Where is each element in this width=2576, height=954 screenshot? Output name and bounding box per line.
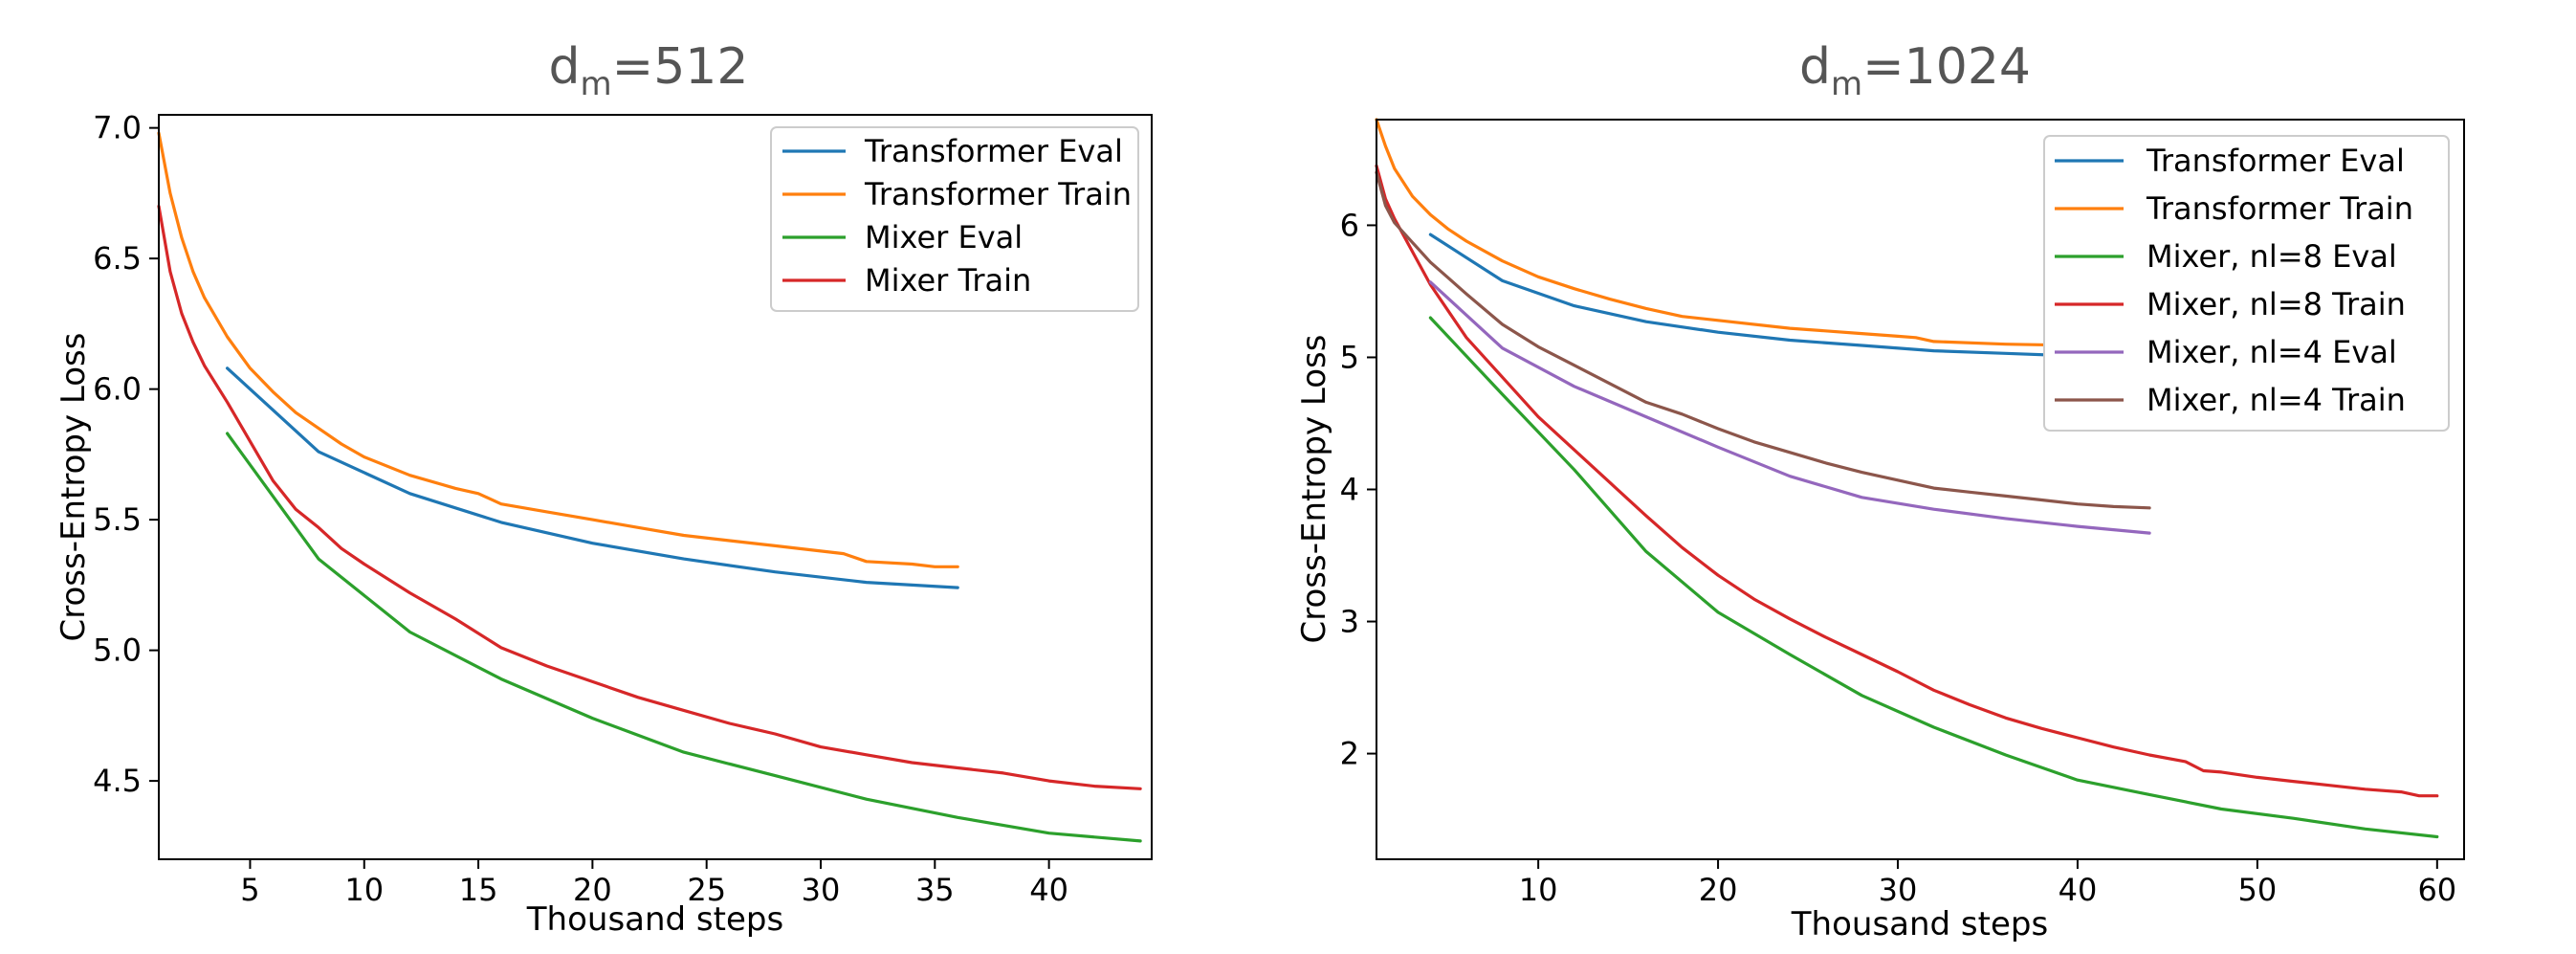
plot-area-frame [158, 114, 1153, 860]
legend-label-mixer-train: Mixer Train [865, 262, 1031, 299]
series-line-transformer-train [157, 131, 959, 568]
series-line-mixer-nl-4-train [1375, 170, 2151, 510]
legend: Transformer Eval Transformer Train Mixer, … [2043, 135, 2450, 432]
legend-label-transformer-eval: Transformer Eval [864, 133, 1123, 169]
legend: Transformer Eval Transformer Train Mixer E… [770, 126, 1139, 312]
y-axis-label: Cross-Entropy Loss [1295, 335, 1333, 644]
x-axis-label: Thousand steps [1791, 905, 2048, 943]
series-line-mixer-nl-8-train [1375, 164, 2439, 798]
x-tick-label: 15 [459, 872, 498, 908]
axis-ticks: 10 20 30 40 50 60 2 3 4 5 6 [1340, 207, 2457, 908]
x-tick-label: 10 [1519, 872, 1558, 908]
series-line-transformer-train [1375, 118, 2151, 348]
series-line-transformer-eval [226, 366, 959, 589]
y-tick-label: 5 [1340, 339, 1359, 375]
chart-panel-dm512: dm=512 5 10 15 20 25 30 35 40 4.5 5.0 5.5 6.0 6.5 7.0… [55, 38, 1153, 939]
series-line-mixer-train [157, 204, 1142, 790]
y-tick-label: 3 [1340, 604, 1359, 640]
series-line-mixer-eval [226, 432, 1142, 843]
y-axis-label: Cross-Entropy Loss [55, 333, 93, 642]
y-tick-label: 4.5 [93, 763, 142, 799]
y-tick-label: 6 [1340, 207, 1359, 243]
chart-title: dm=1024 [1799, 38, 2031, 103]
y-tick-label: 5.5 [93, 501, 142, 538]
y-tick-label: 2 [1340, 736, 1359, 772]
x-tick-label: 5 [240, 872, 259, 908]
x-tick-label: 30 [1879, 872, 1918, 908]
plot-area-frame [1376, 119, 2465, 860]
x-tick-label: 30 [802, 872, 841, 908]
legend-label-mixer-eval: Mixer Eval [865, 219, 1023, 255]
y-tick-label: 5.0 [93, 632, 142, 669]
x-tick-label: 40 [2059, 872, 2098, 908]
series-line-mixer-nl-4-eval [1428, 280, 2151, 535]
chart-panel-dm1024: dm=1024 10 20 30 40 50 60 2 3 4 5 6 Thousand steps… [1295, 38, 2465, 943]
x-tick-label: 35 [915, 872, 955, 908]
x-tick-label: 20 [573, 872, 612, 908]
legend-label-transformer-train: Transformer Train [2146, 190, 2413, 227]
legend-box [2043, 135, 2450, 432]
series-lines [1375, 118, 2439, 839]
series-lines [157, 131, 1142, 843]
x-tick-label: 10 [344, 872, 384, 908]
y-tick-label: 6.0 [93, 371, 142, 408]
x-tick-label: 60 [2417, 872, 2456, 908]
x-tick-label: 50 [2238, 872, 2278, 908]
x-tick-label: 40 [1029, 872, 1068, 908]
x-tick-label: 20 [1699, 872, 1738, 908]
legend-label-mixer-nl-4-eval: Mixer, nl=4 Eval [2147, 334, 2397, 370]
series-line-mixer-nl-8-eval [1428, 316, 2439, 839]
y-tick-label: 4 [1340, 472, 1359, 508]
axis-ticks: 5 10 15 20 25 30 35 40 4.5 5.0 5.5 6.0 6.5 7.0 [93, 110, 1068, 908]
legend-label-mixer-nl-8-train: Mixer, nl=8 Train [2147, 286, 2406, 322]
x-axis-label: Thousand steps [526, 900, 783, 939]
legend-label-mixer-nl-8-eval: Mixer, nl=8 Eval [2147, 238, 2397, 275]
legend-box [770, 126, 1139, 312]
y-tick-label: 6.5 [93, 240, 142, 277]
x-tick-label: 25 [687, 872, 726, 908]
legend-label-transformer-train: Transformer Train [864, 176, 1132, 212]
series-line-transformer-eval [1428, 233, 2151, 360]
legend-label-mixer-nl-4-train: Mixer, nl=4 Train [2147, 382, 2406, 418]
chart-title: dm=512 [549, 38, 749, 103]
y-tick-label: 7.0 [93, 110, 142, 146]
legend-label-transformer-eval: Transformer Eval [2146, 143, 2405, 179]
